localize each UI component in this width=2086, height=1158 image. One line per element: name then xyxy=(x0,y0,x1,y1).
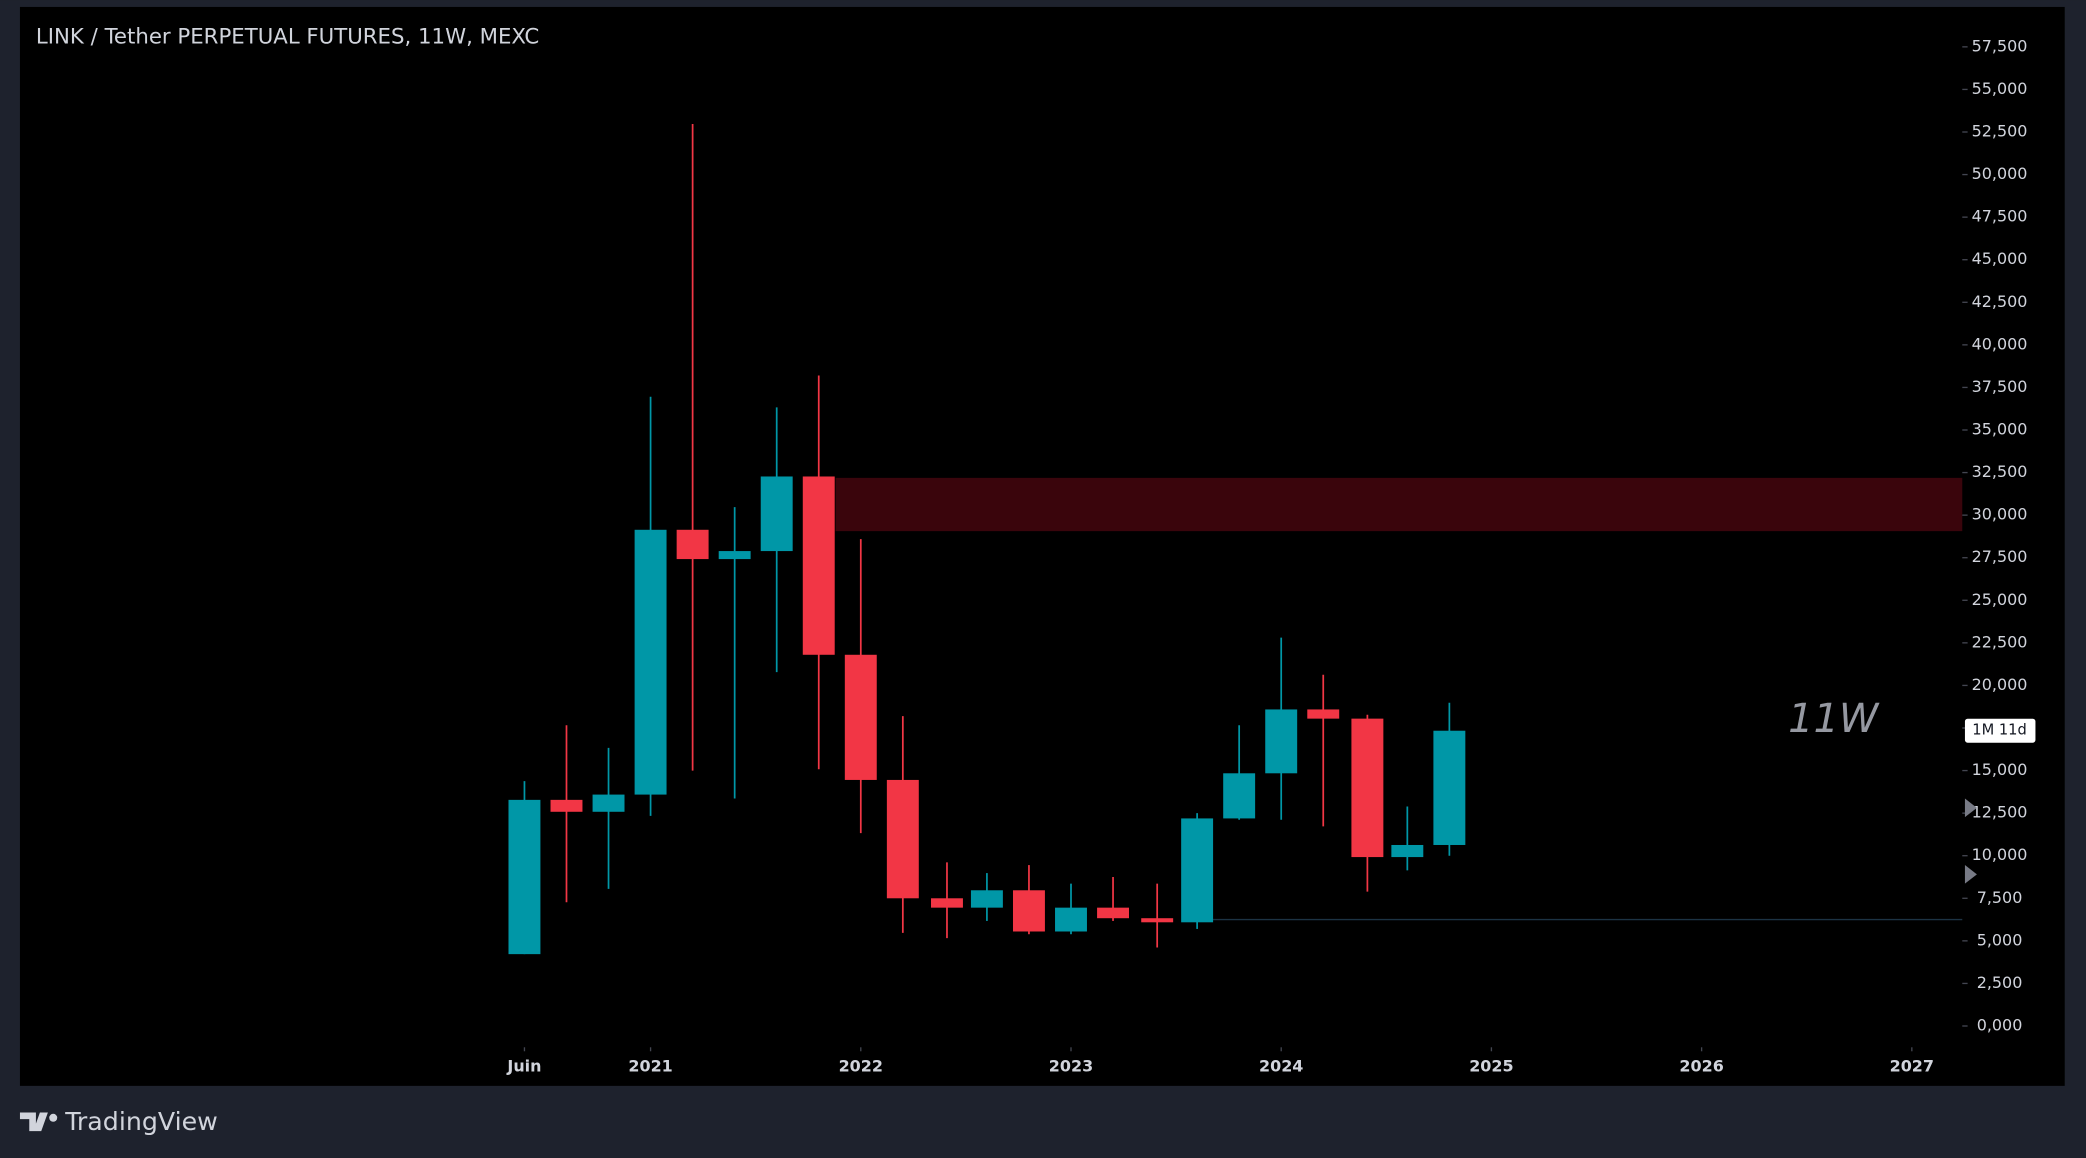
y-tick-label: 30,000 xyxy=(1972,505,2028,524)
candle-body xyxy=(1181,818,1214,923)
y-tick-label: 10,000 xyxy=(1972,845,2028,864)
x-tick-label: 2025 xyxy=(1469,1057,1513,1076)
candle-body xyxy=(1141,918,1174,923)
candle-body xyxy=(1012,890,1045,932)
candle-body xyxy=(1433,730,1466,845)
candle-body xyxy=(970,890,1003,908)
y-tick-label: 20,000 xyxy=(1972,675,2028,694)
zone xyxy=(835,477,1963,532)
candle-body xyxy=(718,551,751,560)
y-tick-label: 7,500 xyxy=(1977,888,2023,907)
y-tick-label: 15,000 xyxy=(1972,760,2028,779)
candle-body xyxy=(676,529,709,560)
y-tick-label: 40,000 xyxy=(1972,334,2028,353)
candle-body xyxy=(634,529,667,795)
candle-body xyxy=(508,799,541,955)
y-tick-label: 12,500 xyxy=(1972,803,2028,822)
y-tick-label: 47,500 xyxy=(1972,207,2028,226)
y-tick-label: 22,500 xyxy=(1972,632,2028,651)
candle-body xyxy=(1223,773,1256,819)
candle-body xyxy=(550,799,583,812)
candle-body xyxy=(931,898,963,908)
y-tick-label: 45,000 xyxy=(1972,249,2028,268)
y-tick-label: 2,500 xyxy=(1977,973,2023,992)
y-tick-label: 50,000 xyxy=(1972,164,2028,183)
chart-title: LINK / Tether PERPETUAL FUTURES, 11W, ME… xyxy=(36,25,539,50)
y-tick-label: 32,500 xyxy=(1972,462,2028,481)
y-tick-label: 55,000 xyxy=(1972,79,2028,98)
y-tick-label: 0,000 xyxy=(1977,1016,2023,1035)
candle-body xyxy=(592,794,625,812)
candle-body xyxy=(1307,709,1340,719)
scroll-arrow[interactable] xyxy=(1964,865,1977,884)
y-tick-label: 27,500 xyxy=(1972,547,2028,566)
y-tick-label: 42,500 xyxy=(1972,292,2028,311)
candle-body xyxy=(844,654,877,780)
y-tick-label: 5,000 xyxy=(1977,930,2023,949)
x-tick-label: 2027 xyxy=(1890,1057,1934,1076)
x-tick-label: Juin xyxy=(506,1057,541,1076)
y-tick-label: 57,500 xyxy=(1972,36,2028,55)
y-tick-label: 25,000 xyxy=(1972,590,2028,609)
candle-body xyxy=(1391,844,1424,858)
x-tick-label: 2026 xyxy=(1679,1057,1723,1076)
candle-body xyxy=(760,476,793,552)
candle-body xyxy=(1055,907,1087,932)
candle-body xyxy=(802,476,835,655)
y-tick-label: 52,500 xyxy=(1972,122,2028,141)
watermark: 11W xyxy=(1788,696,1880,742)
x-tick-label: 2023 xyxy=(1049,1057,1093,1076)
countdown: 1M 11d xyxy=(1972,722,2026,739)
countdown-box xyxy=(1964,718,2036,743)
candle-body xyxy=(1265,709,1298,774)
brand-logo xyxy=(19,1112,58,1132)
candle-body xyxy=(886,779,919,899)
y-tick-label: 37,500 xyxy=(1972,377,2028,396)
brand-name: TradingView xyxy=(64,1107,218,1136)
x-tick-label: 2022 xyxy=(839,1057,883,1076)
y-tick-label: 35,000 xyxy=(1972,420,2028,439)
candle-body xyxy=(1351,718,1384,858)
candle-body xyxy=(1097,907,1130,919)
scroll-arrow[interactable] xyxy=(1964,798,1977,818)
x-tick-label: 2024 xyxy=(1259,1057,1303,1076)
x-tick-label: 2021 xyxy=(628,1057,672,1076)
